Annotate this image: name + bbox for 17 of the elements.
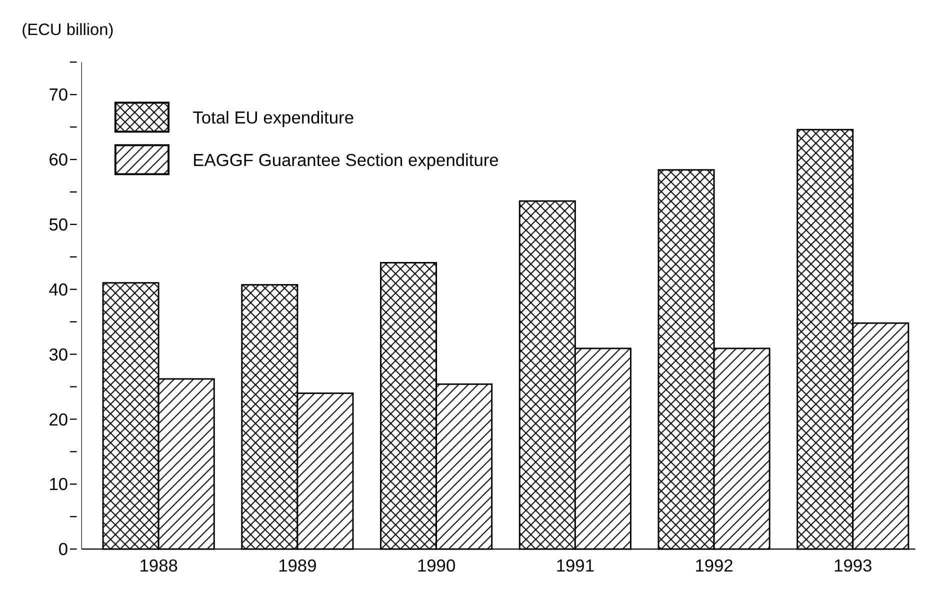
x-tick-label: 1988: [139, 555, 178, 576]
y-tick-label: 40: [48, 279, 68, 300]
y-tick-label: 0: [58, 539, 68, 560]
y-tick-label: 30: [48, 344, 68, 364]
legend-label: EAGGF Guarantee Section expenditure: [192, 150, 499, 170]
x-tick-label: 1992: [694, 555, 734, 576]
y-tick-label: 10: [48, 474, 68, 494]
y-tick-label: 50: [48, 214, 68, 235]
x-tick-label: 1993: [834, 555, 872, 576]
y-tick-label: 70: [48, 84, 68, 105]
legend-label: Total EU expenditure: [192, 107, 354, 128]
x-tick-label: 1991: [556, 555, 594, 576]
y-tick-label: 20: [48, 409, 68, 430]
x-tick-label: 1989: [278, 555, 317, 576]
y-axis-title: (ECU billion): [22, 21, 114, 40]
y-tick-label: 60: [48, 150, 68, 170]
x-tick-label: 1990: [416, 555, 456, 576]
